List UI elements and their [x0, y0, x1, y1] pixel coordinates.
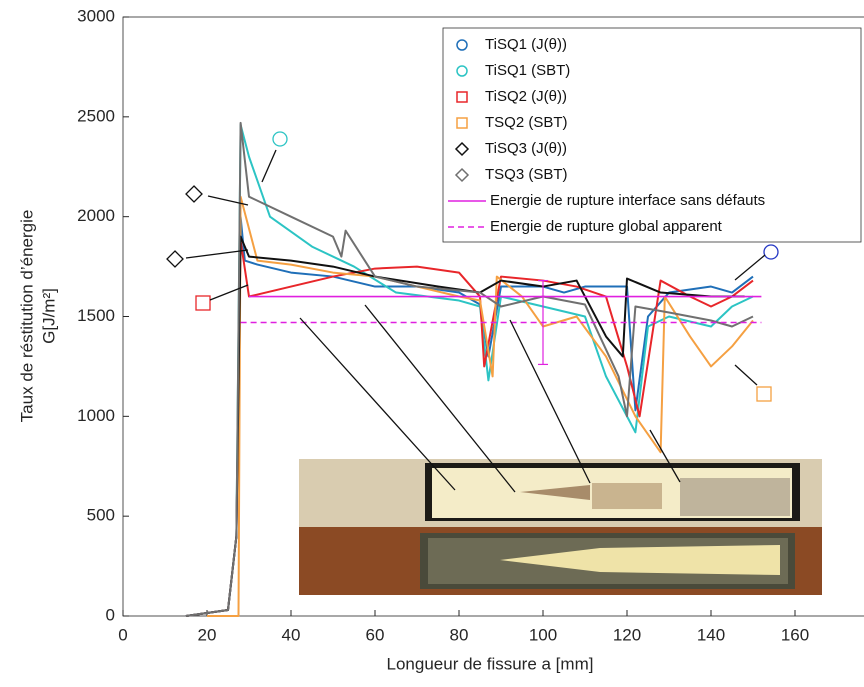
x-tick-label: 60	[366, 625, 385, 644]
legend-label: TSQ2 (SBT)	[485, 114, 568, 131]
legend-label: TiSQ3 (J(θ))	[485, 140, 567, 157]
y-tick-label: 2000	[77, 206, 115, 225]
legend-label: TiSQ1 (SBT)	[485, 62, 570, 79]
x-tick-label: 20	[198, 625, 217, 644]
plot-area: 0 500 1000 1500 2000 2500 3000 0 20 40 60 80 100 120 1…	[77, 6, 864, 644]
legend-label: TiSQ2 (J(θ))	[485, 88, 567, 105]
legend-marker	[456, 39, 468, 51]
x-tick-label: 40	[282, 625, 301, 644]
series-line	[207, 195, 754, 617]
x-tick-label: 160	[781, 625, 809, 644]
y-tick-label: 3000	[77, 6, 115, 25]
x-tick-label: 120	[613, 625, 641, 644]
legend-label: TSQ3 (SBT)	[485, 166, 568, 183]
x-tick-label: 100	[529, 625, 557, 644]
series-line	[185, 239, 754, 617]
y-axis-label: Taux de réstitution d’énergie	[17, 210, 36, 423]
y-tick-label: 500	[87, 506, 115, 525]
y-tick-label: 1500	[77, 306, 115, 325]
series-line	[185, 123, 754, 617]
inset-photo	[299, 459, 822, 595]
legend-marker	[456, 65, 468, 77]
legend-marker	[454, 141, 470, 157]
legend-marker	[456, 91, 468, 103]
legend-marker	[456, 117, 468, 129]
x-tick-label: 0	[118, 625, 127, 644]
legend: TiSQ1 (J(θ)) TiSQ1 (SBT) TiSQ2 (J(θ)) TSQ2 …	[442, 27, 862, 243]
legend-label: Energie de rupture global apparent	[490, 218, 723, 235]
legend-label: TiSQ1 (J(θ))	[485, 36, 567, 53]
y-tick-label: 0	[106, 605, 115, 624]
x-axis-label: Longueur de fissure a [mm]	[387, 654, 594, 673]
series-line	[185, 121, 754, 617]
error-bar	[538, 279, 548, 366]
y-tick-label: 1000	[77, 406, 115, 425]
y-axis-label: G[J/m²]	[39, 288, 58, 344]
x-tick-label: 80	[450, 625, 469, 644]
annotations	[166, 131, 779, 493]
x-tick-label: 140	[697, 625, 725, 644]
legend-marker	[454, 167, 470, 183]
legend-label: Energie de rupture interface sans défaut…	[490, 192, 765, 209]
y-tick-label: 2500	[77, 106, 115, 125]
